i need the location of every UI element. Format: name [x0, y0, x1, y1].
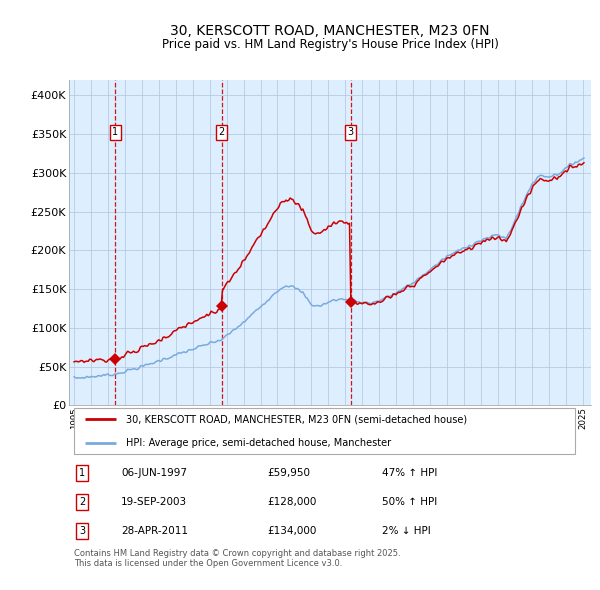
Text: 2: 2: [79, 497, 85, 507]
Text: £134,000: £134,000: [268, 526, 317, 536]
Text: 30, KERSCOTT ROAD, MANCHESTER, M23 0FN (semi-detached house): 30, KERSCOTT ROAD, MANCHESTER, M23 0FN (…: [127, 414, 467, 424]
Text: 30, KERSCOTT ROAD, MANCHESTER, M23 0FN: 30, KERSCOTT ROAD, MANCHESTER, M23 0FN: [170, 24, 490, 38]
Text: 2: 2: [219, 127, 225, 137]
Text: Contains HM Land Registry data © Crown copyright and database right 2025.
This d: Contains HM Land Registry data © Crown c…: [74, 549, 401, 568]
Text: Price paid vs. HM Land Registry's House Price Index (HPI): Price paid vs. HM Land Registry's House …: [161, 38, 499, 51]
FancyBboxPatch shape: [74, 408, 575, 454]
Text: 19-SEP-2003: 19-SEP-2003: [121, 497, 187, 507]
Text: 50% ↑ HPI: 50% ↑ HPI: [382, 497, 437, 507]
Text: 1: 1: [112, 127, 119, 137]
Text: 3: 3: [79, 526, 85, 536]
Text: 47% ↑ HPI: 47% ↑ HPI: [382, 468, 437, 478]
Text: HPI: Average price, semi-detached house, Manchester: HPI: Average price, semi-detached house,…: [127, 438, 392, 448]
Text: 3: 3: [347, 127, 354, 137]
Text: 28-APR-2011: 28-APR-2011: [121, 526, 188, 536]
Text: 2% ↓ HPI: 2% ↓ HPI: [382, 526, 431, 536]
Text: 06-JUN-1997: 06-JUN-1997: [121, 468, 187, 478]
Text: 1: 1: [79, 468, 85, 478]
Text: £59,950: £59,950: [268, 468, 310, 478]
Text: £128,000: £128,000: [268, 497, 317, 507]
